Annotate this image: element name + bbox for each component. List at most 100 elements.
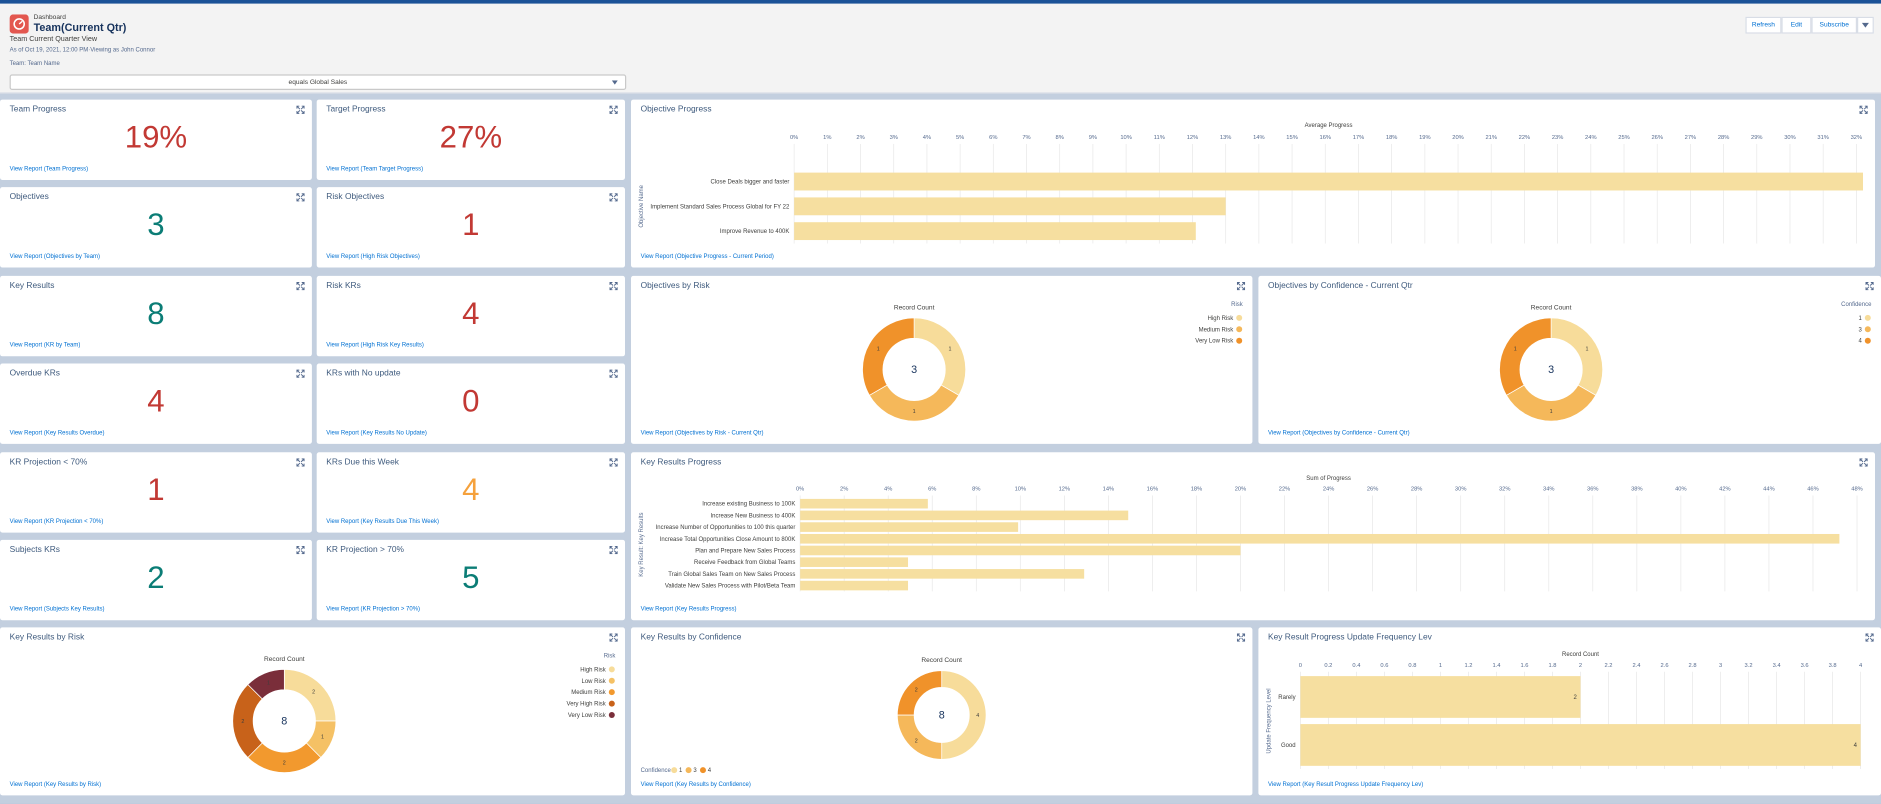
donut-segment [913, 317, 967, 396]
view-report-link[interactable]: View Report (Team Progress) [9, 165, 89, 173]
chart-panel: Record Count 4 2 2 8 Confidence 1 3 4 Key Results… [631, 627, 1253, 796]
filter-value: equals Global Sales [288, 79, 348, 87]
x-tick-label: 46% [1807, 487, 1819, 493]
view-report-link[interactable]: View Report (Team Target Progress) [326, 165, 424, 173]
chart-panel: Record Count 0 0.2 0.4 0.6 0.8 1 1.2 1.4 1.6 1.8 2 2… [1258, 627, 1881, 796]
view-report-link[interactable]: View Report (Key Results by Confidence) [640, 780, 751, 789]
view-report-link[interactable]: View Report (High Risk Objectives) [326, 253, 420, 261]
chart-panel: Record Count 1 1 1 3 Risk High Risk Medium Risk… [631, 275, 1253, 444]
expand-icon[interactable] [296, 458, 305, 467]
expand-icon[interactable] [1236, 282, 1246, 291]
y-axis-title: Objective Name [639, 184, 645, 227]
data-label: 1 [1585, 347, 1588, 353]
expand-icon[interactable] [609, 369, 618, 378]
expand-icon[interactable] [296, 545, 305, 555]
y-tick-label: Improve Revenue to 400K [720, 229, 790, 235]
x-tick-label: 6% [989, 135, 997, 141]
x-tick-label: 25% [1618, 135, 1630, 141]
x-tick-label: 38% [1631, 487, 1643, 493]
view-report-link[interactable]: View Report (Objective Progress - Curren… [640, 253, 774, 261]
view-report-link[interactable]: View Report (Objectives by Team) [9, 253, 101, 261]
expand-glyph [609, 282, 618, 291]
data-label: 2 [1574, 695, 1578, 701]
view-report-link[interactable]: View Report (KR Projection > 70%) [326, 605, 421, 614]
legend-label: High Risk [1208, 316, 1234, 322]
expand-icon[interactable] [1236, 633, 1246, 642]
x-tick-label: 2 [1579, 663, 1582, 669]
view-report-link[interactable]: View Report (KR Projection < 70%) [9, 518, 104, 526]
expand-icon[interactable] [1859, 105, 1868, 114]
view-report-link[interactable]: View Report (Objectives by Risk - Curren… [640, 429, 764, 437]
view-report-link[interactable]: View Report (Key Results by Risk) [9, 780, 102, 789]
x-tick-label: 12% [1059, 487, 1071, 493]
expand-icon[interactable] [609, 193, 618, 202]
expand-icon[interactable] [609, 633, 618, 642]
expand-icon[interactable] [609, 458, 618, 467]
chart-panel: Average Progress 0% 1% 2% 3% 4% 5% 6% 7% 8% 9% 10% 1… [631, 99, 1876, 268]
x-tick-label: 12% [1187, 135, 1199, 141]
view-report-link[interactable]: View Report (Key Results Overdue) [9, 429, 105, 437]
view-report-link[interactable]: View Report (Key Result Progress Update … [1267, 780, 1424, 789]
expand-icon[interactable] [296, 105, 305, 114]
view-report-link[interactable]: View Report (High Risk Key Results) [326, 341, 424, 350]
expand-icon[interactable] [609, 105, 618, 114]
data-label: 2 [241, 719, 244, 725]
expand-icon[interactable] [296, 369, 305, 378]
legend-swatch [1864, 314, 1871, 321]
expand-icon[interactable] [1859, 458, 1868, 467]
legend-label: Medium Risk [1199, 327, 1234, 333]
x-tick-label: 20% [1235, 487, 1247, 493]
x-tick-label: 2.2 [1605, 663, 1613, 669]
data-label: 1 [1514, 347, 1517, 353]
y-tick-label: Increase New Business to 400K [711, 513, 796, 519]
view-report-link[interactable]: View Report (Key Results No Update) [326, 429, 427, 437]
center-label: Record Count [1531, 305, 1572, 312]
expand-glyph [1236, 633, 1246, 642]
expand-glyph [609, 105, 618, 114]
subscribe-button[interactable]: Subscribe [1811, 16, 1858, 34]
data-label: 1 [321, 735, 324, 741]
donut-total: 8 [281, 716, 287, 728]
chart-panel: Record Count 1 1 1 3 Confidence 1 3 4 Objectives … [1258, 275, 1881, 444]
expand-icon[interactable] [609, 282, 618, 291]
legend-swatch [1236, 337, 1243, 344]
x-tick-label: 4% [884, 487, 892, 493]
x-tick-label: 16% [1147, 487, 1159, 493]
x-tick-label: 2% [840, 487, 848, 493]
filter-select[interactable]: equals Global Sales [9, 74, 627, 90]
x-tick-label: 0% [790, 135, 798, 141]
view-report-link[interactable]: View Report (Objectives by Confidence - … [1267, 429, 1410, 437]
expand-icon[interactable] [1865, 633, 1874, 642]
panel-title: Team Progress [9, 105, 67, 114]
expand-glyph [296, 545, 305, 555]
legend-title: Risk [604, 653, 616, 659]
expand-icon[interactable] [296, 193, 305, 202]
bar [800, 545, 1241, 556]
view-report-link[interactable]: View Report (Key Results Due This Week) [326, 518, 439, 526]
panel-title: Key Results by Confidence [640, 633, 742, 642]
refresh-button[interactable]: Refresh [1745, 16, 1782, 34]
x-tick-label: 7% [1022, 135, 1030, 141]
metric-tile: Subjects KRs View Report (Subjects Key Re… [0, 539, 312, 621]
legend-swatch [608, 666, 615, 673]
edit-button[interactable]: Edit [1781, 16, 1812, 34]
metric-value: 4 [147, 382, 165, 419]
y-tick-label: Validate New Sales Process with Pilot/Be… [665, 584, 796, 590]
chart-panel: Sum of Progress 0% 2% 4% 6% 8% 10% 12% 14% 16% 18%… [631, 452, 1876, 621]
view-report-link[interactable]: View Report (Subjects Key Results) [9, 605, 105, 614]
expand-glyph [296, 105, 305, 114]
panel-title: Key Results by Risk [9, 633, 85, 642]
expand-icon[interactable] [296, 282, 305, 291]
expand-glyph [609, 458, 618, 467]
expand-icon[interactable] [609, 545, 618, 555]
more-button[interactable] [1857, 16, 1874, 34]
expand-icon[interactable] [1865, 282, 1874, 291]
view-report-link[interactable]: View Report (Key Results Progress) [640, 605, 737, 614]
legend-swatch [608, 677, 615, 684]
donut-total: 3 [1548, 364, 1554, 376]
view-report-link[interactable]: View Report (KR by Team) [9, 341, 81, 350]
y-axis-title: Key Result: Key Results [639, 513, 645, 577]
metric-tile: Overdue KRs View Report (Key Results Over… [0, 363, 312, 444]
chart: Sum of Progress 0% 2% 4% 6% 8% 10% 12% 14% 16% 18%… [639, 476, 1863, 592]
y-tick-label: Rarely [1278, 695, 1295, 701]
